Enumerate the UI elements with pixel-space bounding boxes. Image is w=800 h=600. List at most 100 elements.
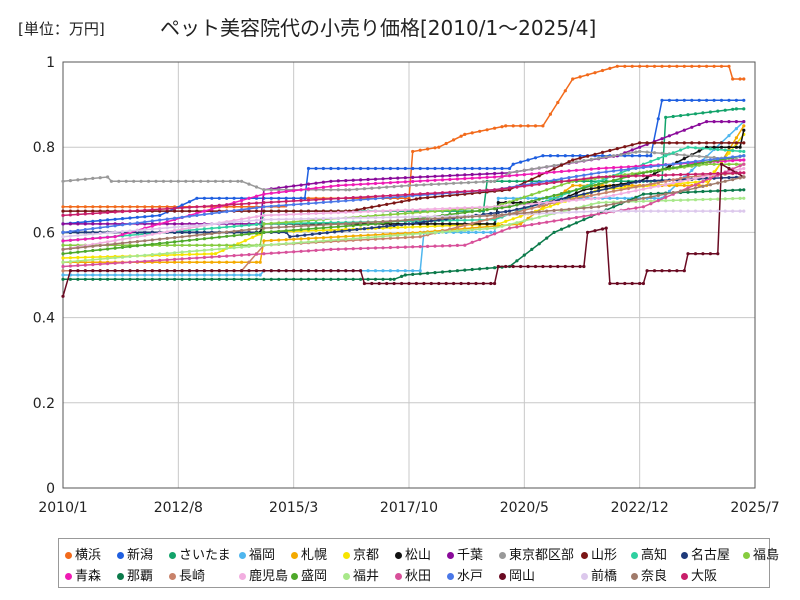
legend-marker [681, 573, 688, 580]
series-point [336, 183, 340, 188]
series-point [634, 180, 638, 184]
series-point [437, 182, 441, 186]
series-point [515, 179, 519, 183]
series-point [225, 203, 229, 207]
series-point [634, 209, 638, 213]
series-point [351, 183, 355, 187]
series-point [240, 273, 244, 277]
series-point [604, 184, 608, 188]
series-point [143, 220, 147, 224]
series-point [597, 212, 601, 216]
series-point [373, 209, 378, 213]
series-point [388, 226, 392, 230]
legend-marker [239, 573, 246, 580]
series-point [76, 233, 80, 237]
series-point [213, 252, 218, 256]
series-point [481, 230, 485, 234]
series-point [582, 159, 586, 163]
series-point [91, 273, 95, 277]
series-point [359, 166, 363, 171]
series-point [407, 183, 411, 188]
series-point [336, 196, 340, 201]
series-point [426, 191, 430, 196]
series-point [411, 208, 415, 212]
series-point [154, 179, 158, 183]
series-point [91, 232, 95, 236]
legend-item: 長崎 [169, 565, 205, 584]
series-point [522, 184, 526, 188]
series-point [597, 182, 601, 186]
series-point [515, 207, 519, 211]
series-point [641, 281, 646, 286]
series-point [705, 98, 709, 102]
series-point [597, 185, 601, 190]
series-point [597, 175, 601, 179]
series-point [202, 252, 206, 256]
series-point [284, 203, 288, 207]
series-point [366, 220, 370, 224]
series-point [712, 170, 716, 174]
y-tick-label: 0 [46, 481, 55, 497]
series-point [76, 228, 80, 233]
series-point [701, 161, 705, 165]
series-point [292, 277, 296, 281]
series-point [686, 209, 690, 213]
series-point [173, 273, 177, 277]
series-point [645, 175, 649, 180]
series-point [660, 137, 664, 141]
series-point [649, 169, 653, 174]
series-point [68, 179, 72, 183]
series-point [612, 166, 616, 170]
series-point [232, 243, 236, 247]
series-point [403, 176, 407, 180]
series-point [623, 64, 627, 68]
series-point [381, 177, 385, 181]
series-point [366, 269, 370, 273]
series-point [574, 207, 579, 211]
series-point [98, 176, 102, 180]
series-point [701, 189, 705, 194]
series-point [440, 222, 445, 226]
x-tick-label: 2012/8 [154, 500, 203, 516]
series-point [98, 222, 102, 226]
series-point [321, 200, 325, 204]
series-point [217, 243, 221, 247]
series-point [347, 188, 352, 192]
series-point [91, 176, 95, 180]
series-point [742, 149, 746, 154]
series-point [731, 107, 735, 111]
series-point [400, 184, 404, 188]
series-point [433, 244, 437, 248]
series-point [284, 199, 288, 203]
series-point [679, 209, 683, 213]
series-point [701, 111, 705, 115]
series-point [597, 209, 601, 213]
series-point [630, 172, 634, 176]
series-point [463, 166, 467, 171]
series-point [195, 237, 199, 242]
series-point [693, 209, 698, 213]
series-point [597, 171, 601, 175]
series-point [225, 246, 229, 250]
series-point [247, 223, 251, 227]
series-point [489, 230, 493, 234]
series-point [143, 230, 147, 234]
series-point [537, 204, 541, 208]
series-point [314, 236, 318, 240]
series-point [522, 219, 526, 223]
series-point [187, 200, 192, 204]
series-point [671, 151, 675, 155]
series-point [158, 231, 162, 235]
series-point [426, 244, 430, 248]
series-point [716, 252, 720, 256]
series-point [723, 209, 727, 213]
series-point [411, 272, 415, 276]
series-point [135, 254, 139, 258]
series-point [463, 206, 467, 210]
series-point [604, 180, 608, 184]
series-point [158, 218, 162, 222]
series-line [62, 150, 744, 191]
series-point [593, 152, 597, 156]
series-point [336, 277, 340, 281]
series-point [455, 177, 459, 181]
